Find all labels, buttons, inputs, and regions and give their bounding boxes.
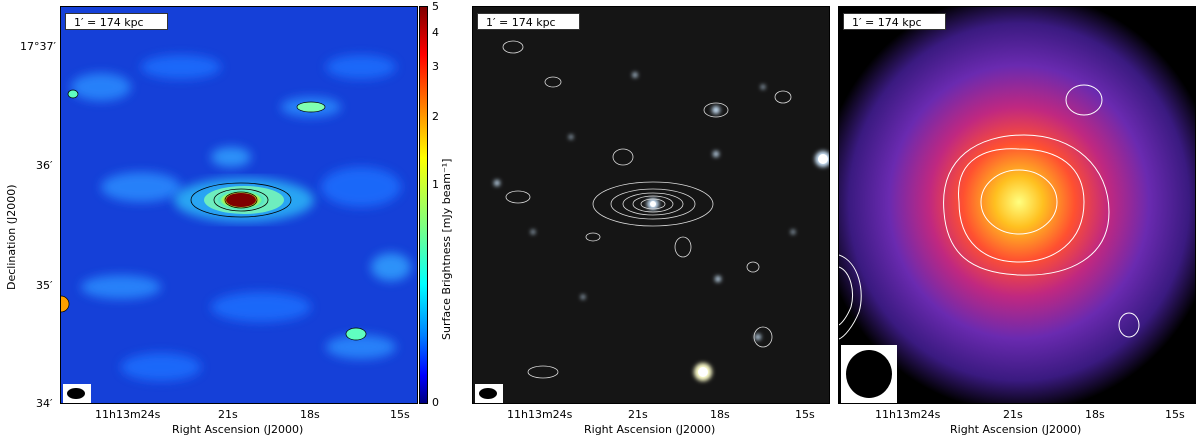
x-tick: 15s [390,408,410,421]
x-axis-label: Right Ascension (J2000) [172,423,304,436]
x-tick: 21s [1003,408,1023,421]
y-tick: 34′ [36,397,53,410]
colorbar [419,6,428,404]
scale-bar-label: 1′ = 174 kpc [477,13,580,30]
radio-map-image [61,7,417,403]
x-tick: 18s [710,408,730,421]
colorbar-tick: 4 [432,26,439,39]
xray-image-panel: 1′ = 174 kpc [838,6,1196,404]
colorbar-tick: 2 [432,110,439,123]
x-tick: 11h13m24s [507,408,573,421]
optical-image-panel: 1′ = 174 kpc [472,6,830,404]
beam-box [63,384,91,403]
scale-bar-label: 1′ = 174 kpc [843,13,946,30]
radio-map-panel: 1′ = 174 kpc [60,6,418,404]
x-tick: 15s [795,408,815,421]
colorbar-label: Surface Brightness [mJy beam⁻¹] [440,158,453,340]
colorbar-tick: 0 [432,396,439,409]
xray-image [839,7,1195,403]
scale-bar-label: 1′ = 174 kpc [65,13,168,30]
beam-ellipse [846,350,892,398]
beam-ellipse [479,388,497,399]
y-tick: 36′ [36,159,53,172]
beam-ellipse [67,388,85,399]
colorbar-tick: 3 [432,60,439,73]
x-tick: 21s [218,408,238,421]
x-tick: 18s [1085,408,1105,421]
x-tick: 15s [1165,408,1185,421]
x-tick: 18s [300,408,320,421]
y-axis-label: Declination (J2000) [5,184,18,291]
beam-box [475,384,503,403]
y-tick: 35′ [36,279,53,292]
colorbar-tick: 5 [432,0,439,13]
optical-image [473,7,829,403]
x-tick: 21s [628,408,648,421]
y-tick: 17°37′ [20,40,56,53]
x-axis-label: Right Ascension (J2000) [584,423,716,436]
x-tick: 11h13m24s [95,408,161,421]
beam-box [841,345,897,403]
x-axis-label: Right Ascension (J2000) [950,423,1082,436]
x-tick: 11h13m24s [875,408,941,421]
colorbar-tick: 1 [432,178,439,191]
